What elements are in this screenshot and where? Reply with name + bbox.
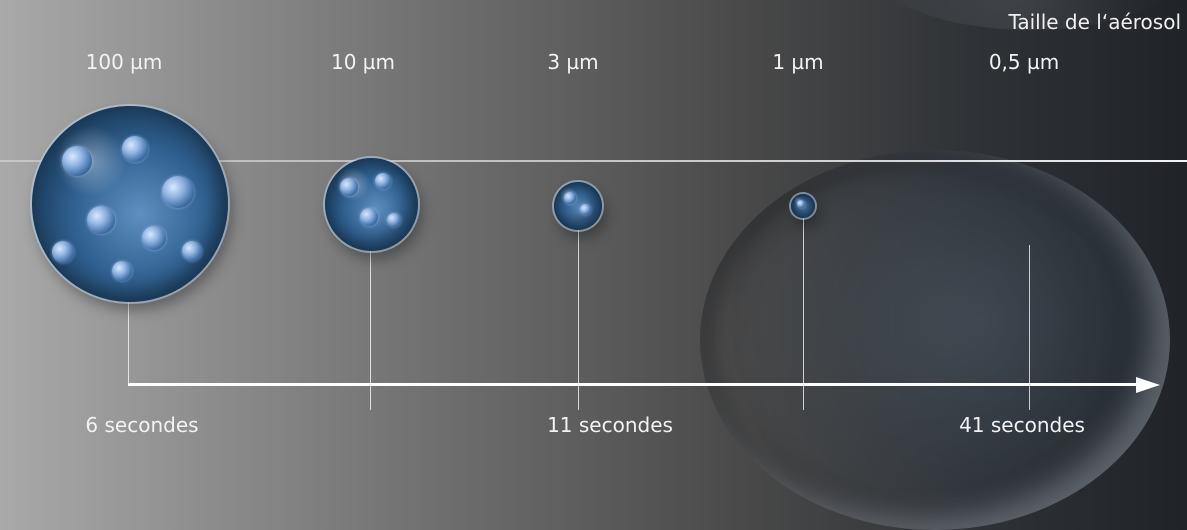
size-label-100: 100 µm: [85, 50, 163, 74]
size-label-10: 10 µm: [330, 50, 396, 74]
microbe-icon: [62, 146, 92, 176]
time-axis-arrow: [128, 383, 1140, 386]
microbe-icon: [375, 173, 391, 189]
virus-droplet-icon-1: [791, 194, 815, 218]
size-label-0-5: 0,5 µm: [988, 50, 1060, 74]
connector-line-3: [578, 225, 579, 410]
connector-line-1: [803, 215, 804, 410]
microbe-icon: [387, 213, 401, 227]
arrow-right-icon: [1136, 377, 1160, 393]
virus-droplet-icon-10: [325, 158, 418, 251]
microbe-icon: [87, 206, 115, 234]
time-label-6: 6 secondes: [85, 413, 199, 437]
microbe-icon: [182, 241, 202, 261]
size-axis-line: [0, 160, 1187, 162]
microbe-icon: [122, 136, 148, 162]
virus-droplet-icon-100: [32, 106, 228, 302]
virus-droplet-icon-3: [554, 182, 602, 230]
size-label-3: 3 µm: [547, 50, 599, 74]
microbe-icon: [797, 200, 805, 208]
microbe-icon: [340, 178, 358, 196]
microbe-icon: [360, 208, 378, 226]
microbe-icon: [142, 226, 166, 250]
microbe-icon: [112, 261, 132, 281]
microbe-icon: [564, 192, 576, 204]
connector-line-0-5: [1029, 245, 1030, 410]
size-label-1: 1 µm: [772, 50, 824, 74]
time-label-41: 41 secondes: [959, 413, 1085, 437]
diagram-title: Taille de l‘aérosol: [1008, 10, 1181, 34]
time-label-11: 11 secondes: [547, 413, 673, 437]
microbe-icon: [52, 241, 74, 263]
microbe-icon: [580, 204, 591, 215]
background-bubble-large: [700, 150, 1170, 530]
connector-line-10: [370, 240, 371, 410]
microbe-icon: [162, 176, 194, 208]
connector-line-100: [128, 300, 129, 385]
